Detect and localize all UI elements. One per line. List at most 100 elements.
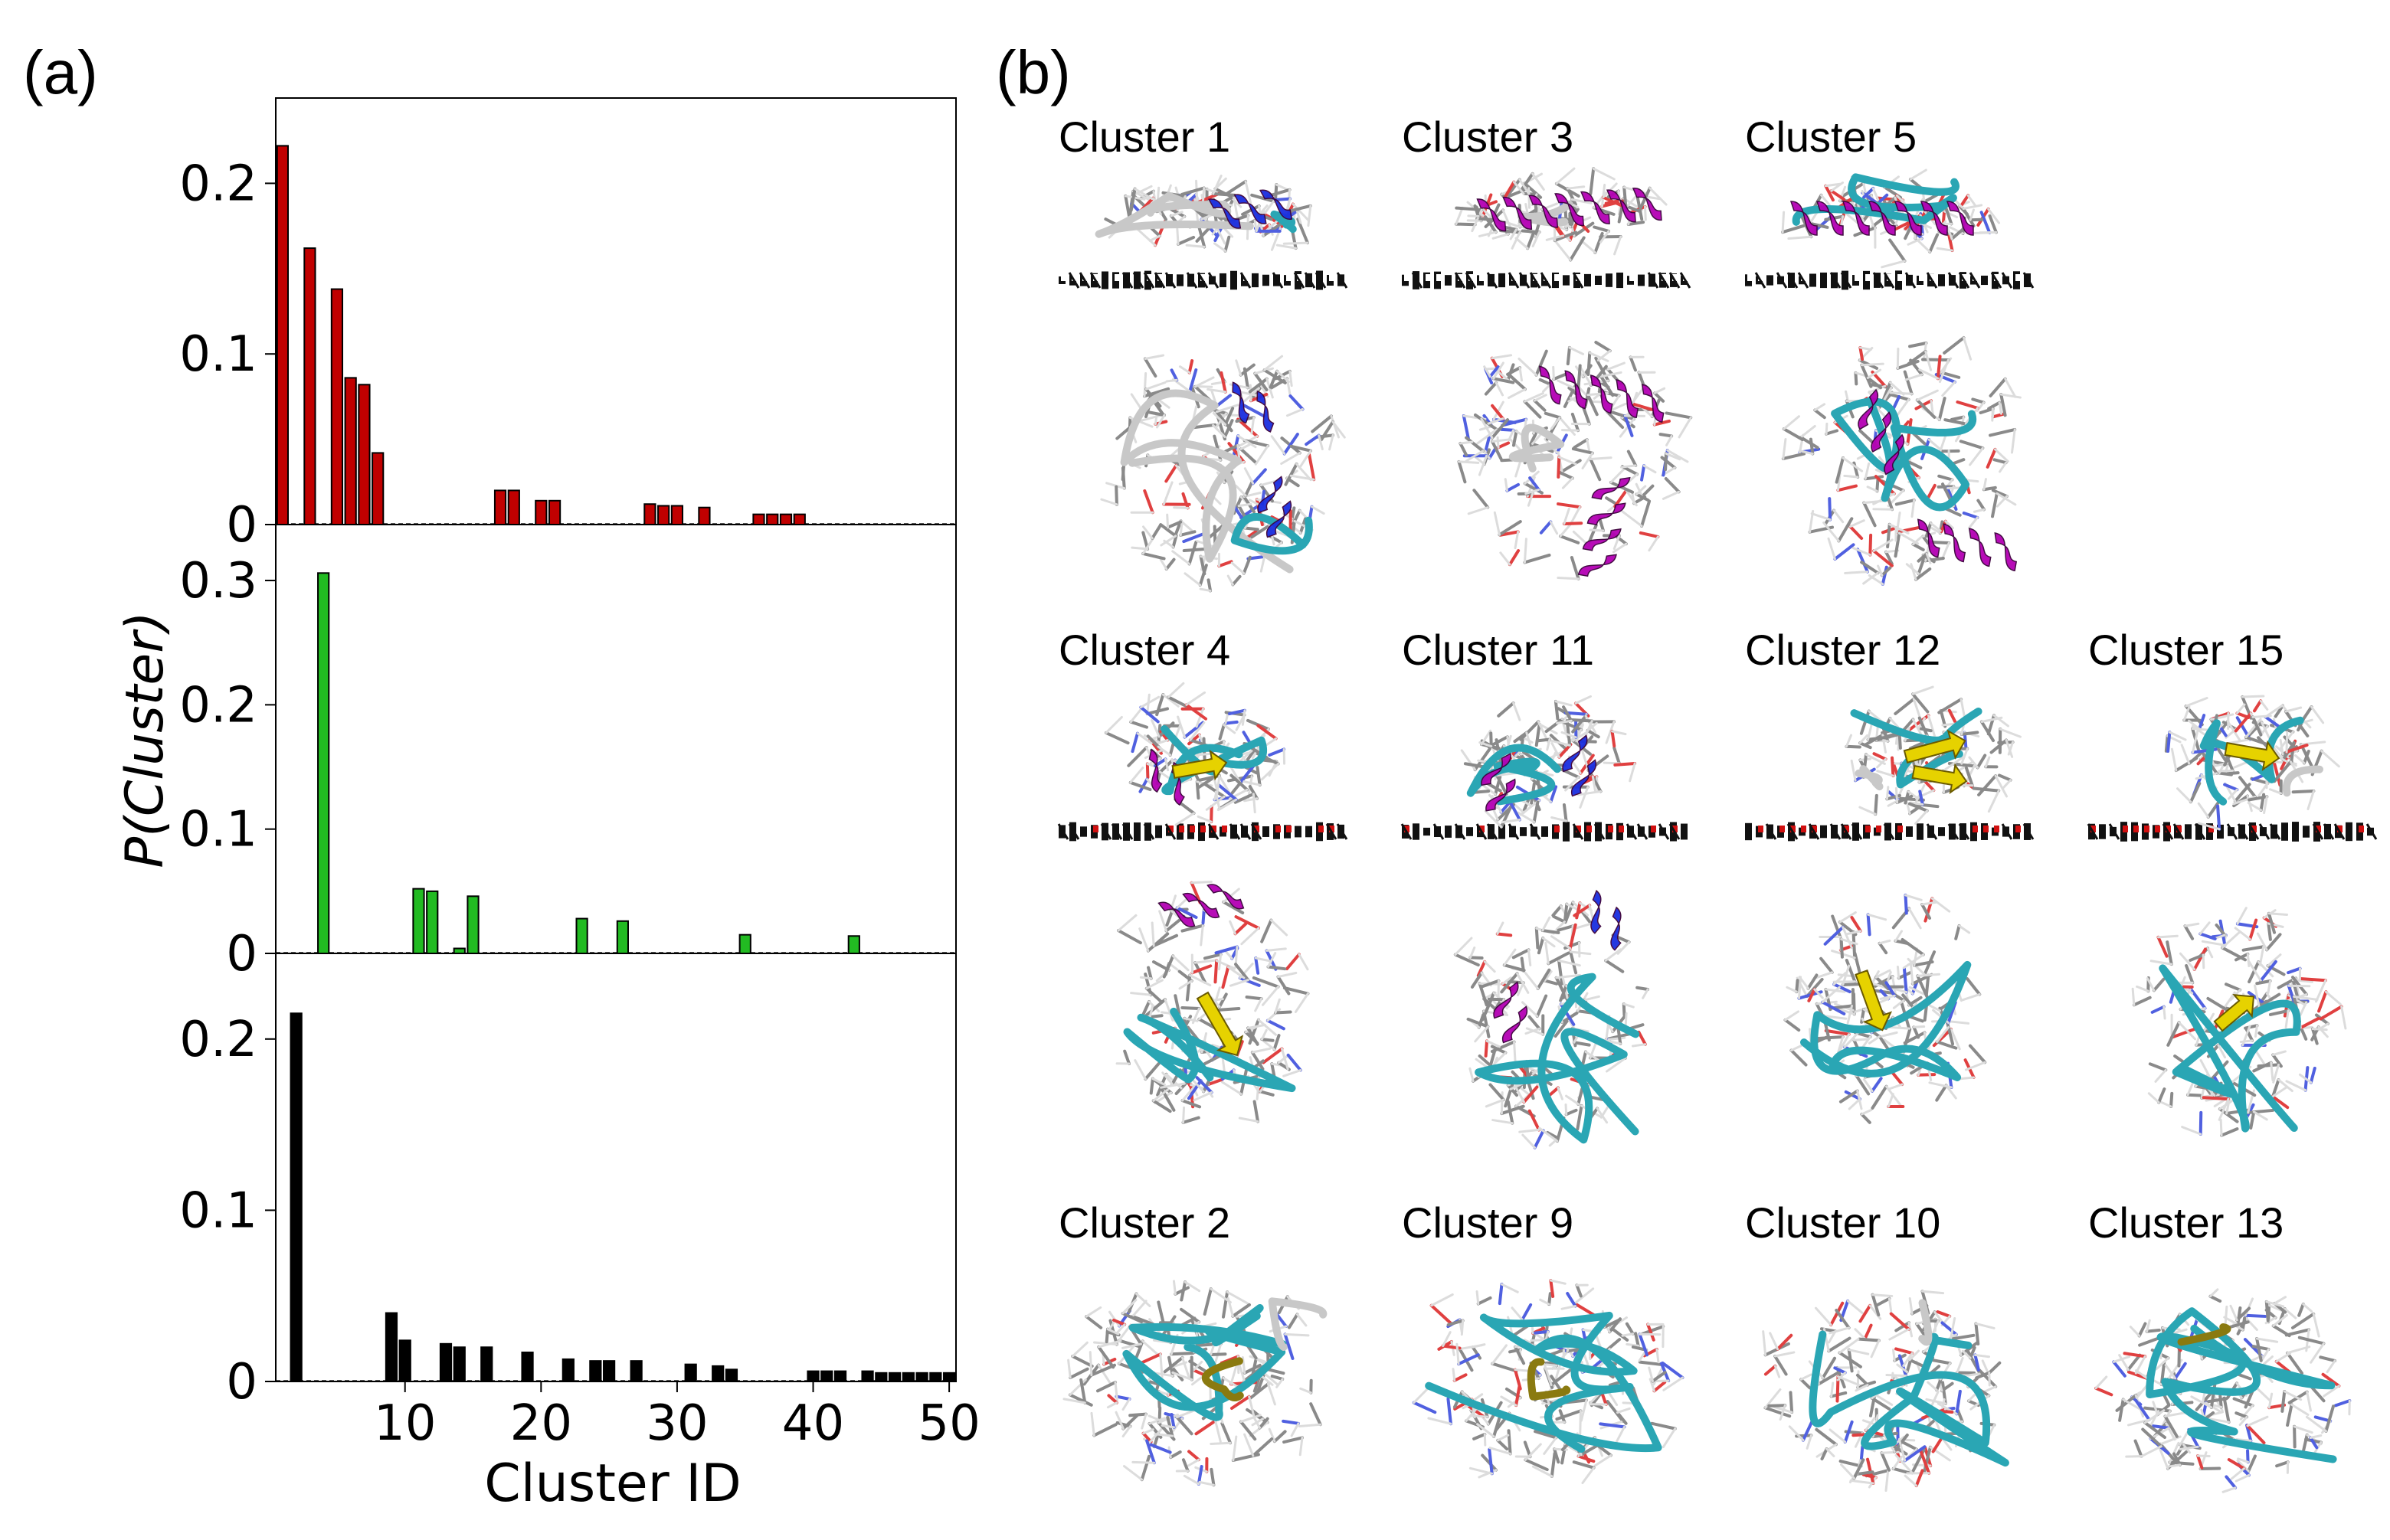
cluster-label: Cluster 10: [1745, 1198, 1940, 1247]
x-tick-label: 10: [374, 1395, 436, 1452]
surface-slab: [1745, 822, 2035, 842]
bar: [290, 1012, 303, 1382]
helix-ribbon: [1476, 188, 1662, 232]
helix-ribbon: [1257, 476, 1292, 538]
bar: [589, 1360, 602, 1382]
bar: [616, 920, 629, 955]
backbone-tube: [1268, 1297, 1328, 1351]
surface-slab: [1057, 822, 1348, 842]
bar: [888, 1372, 902, 1382]
cluster-label: Cluster 1: [1059, 113, 1230, 161]
bar: [521, 1351, 534, 1383]
x-tick-label: 20: [510, 1395, 572, 1452]
beta-sheet-arrow: [1196, 991, 1244, 1057]
y-tick-label: 0: [226, 1354, 257, 1411]
bar: [929, 1372, 942, 1382]
bar: [575, 917, 588, 955]
bar: [766, 513, 779, 526]
panel-a-label: (a): [23, 38, 98, 106]
backbone-tube: [1425, 1311, 1662, 1453]
bar: [657, 505, 670, 526]
beta-sheet-arrow: [2213, 994, 2255, 1032]
backbone-tube: [1800, 960, 1972, 1081]
side-chain-sticks: [1062, 1280, 1322, 1487]
cluster-label: Cluster 12: [1745, 626, 1940, 674]
backbone-tube: [1201, 1357, 1244, 1401]
helix-ribbon: [1917, 518, 2018, 572]
bar: [507, 489, 520, 526]
backbone-tube: [2159, 964, 2301, 1133]
x-tick-label: 50: [918, 1395, 980, 1452]
bar: [684, 1363, 697, 1383]
y-tick-label: 0.1: [179, 802, 257, 858]
bar: [467, 895, 480, 955]
x-tick-label: 40: [782, 1395, 844, 1452]
bar: [752, 513, 765, 526]
y-tick-label: 0: [226, 926, 257, 983]
side-chain-sticks: [1457, 340, 1693, 580]
helix-ribbon: [1538, 365, 1665, 423]
backbone-tube: [2282, 765, 2323, 797]
x-axis-label: Cluster ID: [484, 1453, 741, 1514]
beta-sheet-arrow: [1855, 969, 1893, 1032]
helix-ribbon: [1789, 201, 1974, 236]
backbone-tube: [1508, 423, 1565, 472]
bar: [535, 499, 548, 525]
backbone-tube: [1120, 389, 1294, 574]
beta-sheet-arrow: [2224, 740, 2280, 771]
bar: [738, 933, 751, 955]
backbone-tube: [1792, 173, 1959, 226]
bar: [643, 503, 656, 525]
backbone-tube: [1123, 1007, 1296, 1093]
cluster-structures-panel: Cluster 1 Cluster 3 Cluster 5 Cluster 4 …: [1057, 113, 2378, 1493]
bar: [712, 1365, 725, 1382]
cluster-label: Cluster 13: [2088, 1198, 2284, 1247]
cluster-label: Cluster 11: [1402, 626, 1594, 674]
surface-slab: [1402, 271, 1691, 289]
bar: [875, 1372, 888, 1382]
bar: [480, 1346, 493, 1383]
bar: [603, 1360, 616, 1382]
bar: [943, 1372, 956, 1382]
bar: [847, 935, 860, 955]
backbone-tube: [1230, 513, 1313, 555]
helix-ribbon: [1208, 189, 1293, 229]
molecule-renderings: [1057, 167, 2378, 1493]
bar: [453, 1346, 466, 1383]
bar: [426, 890, 439, 954]
backbone-tube: [1466, 744, 1561, 806]
axes-frame: [275, 524, 957, 954]
y-tick-label: 0.2: [179, 677, 257, 734]
helix-ribbon: [1481, 753, 1516, 812]
backbone-tube: [1270, 210, 1297, 234]
beta-sheet-arrow: [1171, 750, 1228, 781]
bar: [670, 505, 684, 526]
helix-ribbon: [1493, 981, 1528, 1044]
bar: [439, 1342, 453, 1382]
bar: [358, 384, 371, 525]
bar: [902, 1372, 915, 1382]
side-chain-sticks: [1783, 893, 1987, 1124]
y-tick-label: 0.1: [179, 1182, 257, 1239]
cluster-label: Cluster 15: [2088, 626, 2284, 674]
backbone-tube: [1095, 191, 1254, 238]
y-tick-label: 0.2: [179, 1012, 257, 1068]
backbone-tube: [1809, 1330, 2009, 1467]
backbone-tube: [1475, 973, 1640, 1144]
bar: [833, 1370, 847, 1382]
backbone-tube: [1855, 765, 1884, 790]
bar: [561, 1358, 575, 1383]
surface-slab: [1745, 270, 2035, 290]
cluster-label: Cluster 2: [1059, 1198, 1230, 1247]
backbone-tube: [1918, 1299, 1933, 1346]
x-tick-label: 30: [646, 1395, 708, 1452]
cluster-label: Cluster 3: [1402, 113, 1573, 161]
helix-ribbon: [1232, 381, 1275, 433]
surface-slab: [1400, 822, 1688, 842]
surface-slab: [2087, 822, 2378, 842]
bar: [915, 1372, 928, 1382]
backbone-tube: [1831, 397, 1977, 512]
helix-ribbon: [1577, 476, 1631, 577]
helix-ribbon: [1157, 884, 1245, 927]
